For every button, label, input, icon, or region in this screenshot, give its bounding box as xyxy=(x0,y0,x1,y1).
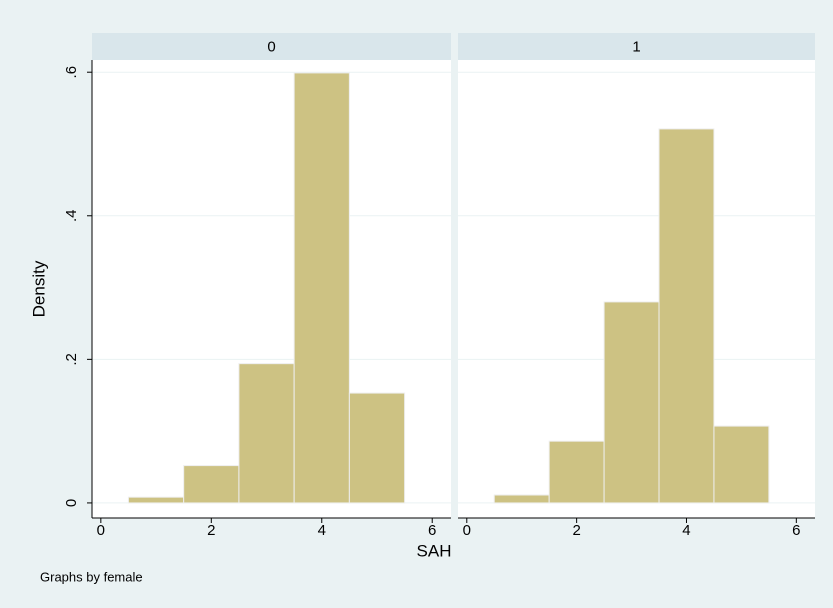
bar xyxy=(493,494,550,504)
x-axis-label: SAH xyxy=(417,541,452,560)
bar xyxy=(713,425,770,504)
note: Graphs by female xyxy=(40,569,143,584)
x-tick-label: 2 xyxy=(572,522,580,539)
x-tick-label: 4 xyxy=(682,522,690,539)
strip xyxy=(458,33,815,60)
y-tick-label: .6 xyxy=(63,66,80,79)
bar xyxy=(238,363,295,504)
y-tick-label: 0 xyxy=(63,499,80,507)
strip xyxy=(92,33,451,60)
bar xyxy=(548,440,605,504)
x-tick-label: 0 xyxy=(97,522,105,539)
y-tick-label: .4 xyxy=(63,210,80,223)
y-tick-label: .2 xyxy=(63,353,80,366)
bar xyxy=(183,465,240,504)
panel-title: 0 xyxy=(267,38,275,55)
x-tick-label: 6 xyxy=(428,522,436,539)
bar xyxy=(603,301,660,504)
y-axis-label: Density xyxy=(29,260,48,317)
bar xyxy=(127,496,185,504)
panel-title: 1 xyxy=(632,38,640,55)
x-tick-label: 0 xyxy=(463,522,471,539)
bar xyxy=(658,128,715,504)
bar xyxy=(348,392,406,504)
x-tick-label: 4 xyxy=(318,522,326,539)
x-tick-label: 2 xyxy=(207,522,215,539)
bar xyxy=(293,72,350,504)
x-tick-label: 6 xyxy=(792,522,800,539)
